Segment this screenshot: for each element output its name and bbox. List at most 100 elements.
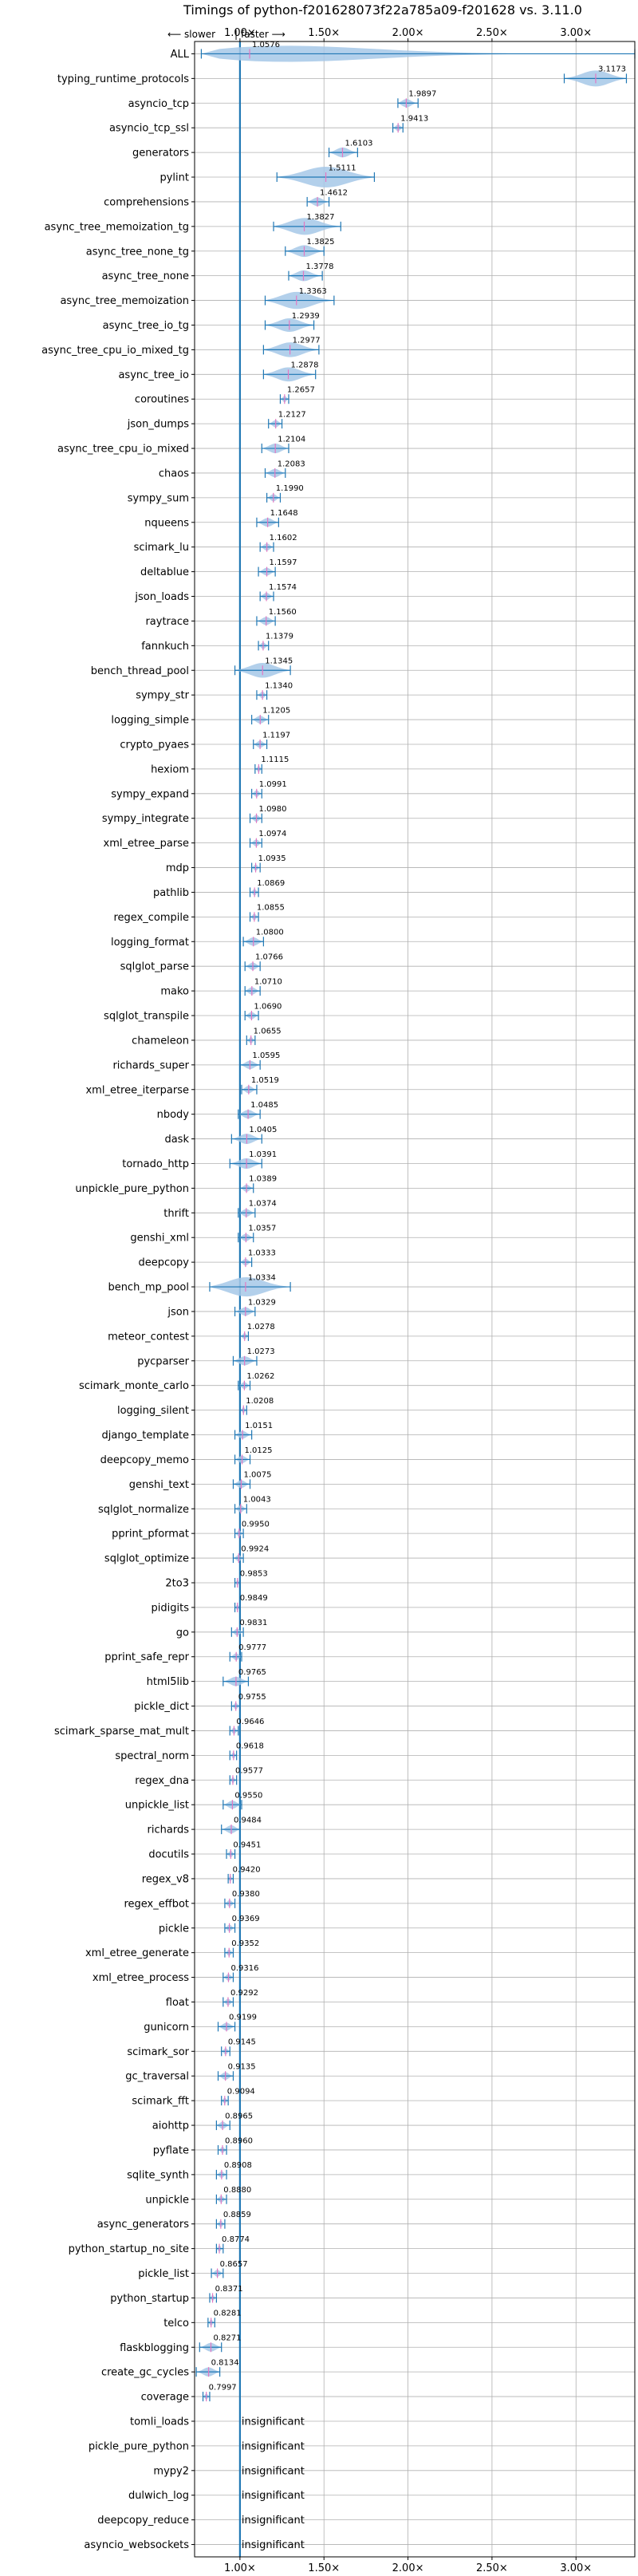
value-label: 1.0595 [252,1051,280,1060]
value-label: 1.1990 [276,484,304,493]
violin-async_tree_cpu_io_mixed: 1.2104 [261,435,305,454]
benchmark-name: bench_mp_pool [108,1282,189,1294]
violin-asyncio_tcp_ssl: 1.9413 [392,115,428,133]
benchmark-name: coverage [141,2392,189,2404]
benchmark-name: sympy_expand [111,788,189,800]
benchmark-name: gunicorn [144,2022,189,2034]
violin-scimark_sor: 0.9145 [221,2038,256,2057]
benchmark-name: sympy_integrate [102,813,189,825]
violin-raytrace: 1.1560 [256,608,297,626]
value-label: 0.9646 [236,1718,264,1726]
violin-unpickle_pure_python: 1.0389 [239,1175,277,1193]
x-tick-label-bottom: 3.00× [560,2562,592,2574]
benchmark-name: chaos [159,467,189,479]
value-label: 1.1574 [269,583,297,592]
value-label: 1.0389 [249,1175,277,1184]
value-label: 0.8908 [224,2161,252,2170]
value-label: 0.9145 [228,2038,256,2047]
violin-deepcopy: 1.0333 [239,1249,276,1268]
benchmark-name: unpickle [145,2194,189,2206]
violin-sqlglot_optimize: 0.9924 [232,1544,269,1564]
benchmark-name: async_tree_cpu_io_mixed_tg [41,345,189,357]
benchmark-name: async_generators [97,2219,190,2231]
benchmark-name: async_tree_memoization_tg [45,221,189,233]
benchmark-name: pylint [160,172,189,184]
benchmark-labels: ALL typing_runtime_protocols asyncio_tcpas… [41,49,190,2551]
benchmark-name: chameleon [132,1035,189,1047]
x-axis-ticks: 1.00× 1.00× 1.50× 1.50× 2.00× 2.00× 2.50× 2.50×… [191,27,592,2574]
value-label: 0.9199 [229,2014,257,2022]
value-label: 0.8134 [211,2359,239,2368]
benchmark-name: flaskblogging [120,2342,189,2354]
violin-python_startup: 0.8371 [209,2285,243,2303]
insignificant-label: insignificant [242,2490,305,2502]
value-label: 1.1340 [265,682,293,691]
violin-richards_super: 1.0595 [239,1051,280,1070]
value-label: 1.0334 [248,1273,276,1282]
violin-flaskblogging: 0.8271 [199,2334,241,2353]
benchmark-name: sympy_str [136,690,189,702]
value-label: 0.8774 [222,2235,250,2244]
direction-hint: ⟵ slower | faster ⟶ [167,29,286,40]
benchmark-name: raytrace [145,616,189,628]
benchmark-name: scimark_lu [134,542,189,554]
value-label: 1.0208 [246,1397,274,1406]
benchmark-name: pickle_list [138,2268,189,2280]
value-label: 1.0329 [248,1298,276,1307]
x-tick-label-top: 3.00× [560,27,592,39]
value-label: 1.0576 [252,41,280,49]
violin-nqueens: 1.1648 [256,509,298,527]
benchmark-name: python_startup [110,2293,189,2305]
value-label: 1.2127 [278,410,306,419]
violin-django_template: 1.0151 [234,1422,273,1440]
violin-meteor_contest: 1.0278 [239,1323,275,1341]
violin-pidigits: 0.9849 [234,1594,268,1612]
value-label: 0.8371 [215,2285,243,2294]
value-label: 1.0710 [254,977,282,986]
violin-float: 0.9292 [223,1989,258,2007]
x-tick-label-bottom: 1.50× [308,2562,340,2574]
direction-separator: | [234,29,238,40]
value-label: 1.1205 [262,706,290,715]
value-label: 1.0043 [243,1496,271,1505]
violin-xml_etree_process: 0.9316 [223,1964,258,1982]
benchmark-name: asyncio_tcp_ssl [109,123,189,135]
value-label: 1.6103 [345,139,372,148]
benchmark-name: richards [148,1825,190,1836]
violin-genshi_text: 1.0075 [232,1471,271,1489]
benchmark-name: json [167,1306,189,1318]
violin-mdp: 1.0935 [251,854,286,873]
value-label: 0.9831 [239,1619,267,1627]
value-label: 0.9755 [238,1693,266,1702]
violin-chaos: 1.2083 [264,460,305,478]
x-tick-label-top: 2.00× [392,27,424,39]
benchmark-name: comprehensions [104,196,189,208]
value-label: 1.0391 [249,1150,277,1159]
benchmark-name: generators [132,148,189,160]
violin-2to3: 0.9853 [234,1569,268,1588]
benchmark-name: sqlglot_normalize [98,1504,189,1516]
violin-deltablue: 1.1597 [258,558,297,577]
x-tick-label-top: 2.50× [476,27,508,39]
insignificant-label: insignificant [242,2539,305,2551]
value-label: 0.8880 [223,2186,251,2195]
benchmark-name: logging_simple [111,715,189,727]
value-label: 0.9577 [235,1767,263,1776]
benchmark-name: logging_format [111,937,189,949]
violin-spectral_norm: 0.9618 [229,1742,264,1761]
benchmark-name: scimark_fft [132,2096,189,2108]
benchmark-name: async_tree_io [118,369,189,381]
value-label: 0.9292 [230,1989,258,1998]
value-label: 1.0991 [259,780,287,789]
violin-docutils: 0.9451 [226,1840,261,1860]
value-label: 1.1597 [270,558,297,567]
benchmark-name: create_gc_cycles [101,2367,189,2379]
benchmark-name: asyncio_websockets [84,2539,189,2551]
benchmark-name: ALL [171,49,190,61]
benchmark-name: mako [160,986,189,998]
value-label: 1.0333 [248,1249,276,1257]
benchmark-name: deepcopy [138,1257,189,1269]
value-label: 0.9451 [233,1840,261,1849]
violin-chameleon: 1.0655 [246,1027,282,1045]
value-label: 1.0935 [258,854,286,863]
